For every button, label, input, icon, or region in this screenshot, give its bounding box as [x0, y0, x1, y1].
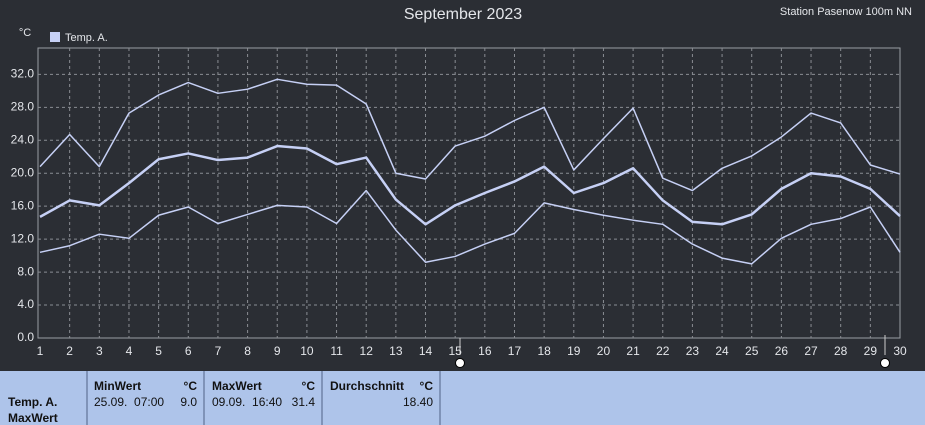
station-label: Station Pasenow 100m NN	[780, 6, 912, 18]
y-tick-label: 12.0	[11, 231, 35, 245]
x-tick-label: 11	[330, 344, 343, 358]
x-tick-label: 22	[656, 344, 670, 358]
stat-time: 09.09. 16:40	[212, 395, 283, 409]
x-tick-label: 29	[864, 344, 878, 358]
y-tick-label: 28.0	[11, 99, 35, 113]
x-tick-label: 8	[244, 344, 251, 358]
row-label-cell: Temp. A. MaxWert	[0, 371, 88, 425]
unit-label: °C	[19, 27, 31, 39]
y-tick-label: 16.0	[11, 198, 35, 212]
legend-label: Temp. A.	[65, 32, 108, 44]
x-tick-label: 5	[155, 344, 162, 358]
y-tick-label: 20.0	[11, 165, 35, 179]
cursor-handle[interactable]	[455, 358, 465, 368]
stat-cell: Durchschnitt °C 18.40	[324, 371, 441, 425]
chart-title: September 2023	[404, 6, 522, 23]
line-low	[39, 189, 901, 265]
x-tick-label: 28	[834, 344, 848, 358]
y-tick-label: 8.0	[17, 264, 34, 278]
x-tick-label: 3	[96, 344, 103, 358]
stat-title: MaxWert	[212, 379, 262, 393]
x-tick-label: 12	[360, 344, 374, 358]
stat-title: Durchschnitt	[330, 379, 405, 393]
x-tick-label: 10	[300, 344, 314, 358]
x-tick-label: 13	[389, 344, 403, 358]
stat-cell: MaxWert °C 09.09. 16:40 31.4	[206, 371, 323, 425]
stat-unit: °C	[301, 379, 315, 393]
line-high	[39, 78, 901, 192]
chart: September 2023 Station Pasenow 100m NN °…	[11, 6, 912, 368]
x-tick-label: 21	[626, 344, 640, 358]
x-tick-label: 25	[745, 344, 759, 358]
y-tick-label: 32.0	[11, 67, 35, 81]
x-tick-label: 30	[893, 344, 907, 358]
y-tick-label: 4.0	[17, 297, 34, 311]
y-tick-label: 0.0	[17, 330, 34, 344]
x-tick-label: 23	[686, 344, 700, 358]
x-tick-label: 14	[419, 344, 433, 358]
stat-value: 18.40	[402, 395, 433, 409]
x-tick-label: 15	[448, 344, 462, 358]
x-tick-label: 6	[185, 344, 192, 358]
stat-unit: °C	[419, 379, 433, 393]
stat-cell: MinWert °C 25.09. 07:00 9.0	[88, 371, 205, 425]
x-tick-label: 18	[537, 344, 551, 358]
plot-frame	[37, 47, 901, 339]
stat-value: 9.0	[180, 395, 197, 409]
x-tick-label: 1	[37, 344, 44, 358]
legend-swatch	[50, 32, 60, 42]
line-values	[39, 144, 901, 226]
x-tick-label: 7	[215, 344, 222, 358]
stat-value: 31.4	[291, 395, 315, 409]
row-label: MaxWert	[8, 411, 58, 425]
x-tick-label: 2	[66, 344, 73, 358]
cursor-handle[interactable]	[880, 358, 890, 368]
stats-table: Temp. A. MaxWert MinWert °C 25.09. 07:00…	[0, 371, 925, 425]
x-tick-label: 19	[567, 344, 581, 358]
x-tick-label: 24	[715, 344, 729, 358]
x-tick-label: 20	[597, 344, 611, 358]
stat-unit: °C	[183, 379, 197, 393]
x-tick-label: 9	[274, 344, 281, 358]
x-tick-label: 26	[775, 344, 789, 358]
x-tick-label: 4	[126, 344, 133, 358]
row-label: Temp. A.	[8, 395, 58, 409]
x-tick-label: 16	[478, 344, 492, 358]
stat-title: MinWert	[94, 379, 142, 393]
x-tick-label: 17	[508, 344, 522, 358]
stat-time: 25.09. 07:00	[94, 395, 165, 409]
y-tick-label: 24.0	[11, 132, 35, 146]
x-tick-label: 27	[804, 344, 818, 358]
